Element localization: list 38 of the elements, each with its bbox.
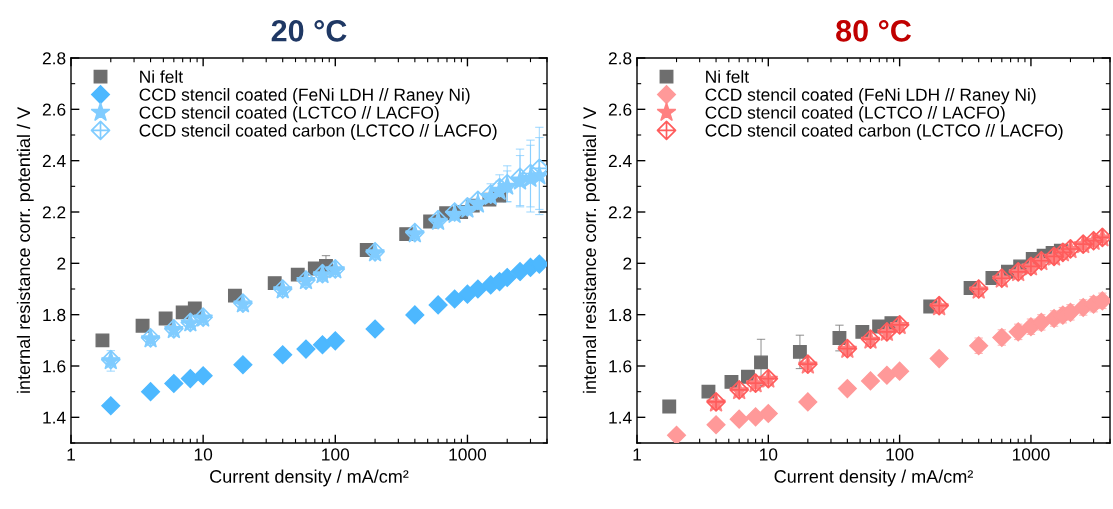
x-tick-label: 100 [322,448,350,461]
x-axis-title: Current density / mA/cm² [210,469,409,487]
y-tick-label: 2.4 [42,154,66,167]
y-tick-label: 1.4 [609,411,632,424]
y-tick-label: 2 [623,257,632,270]
y-tick-label: 1.6 [43,360,66,373]
y-tick-label: 1.8 [43,308,66,322]
legend-label: CCD stencil coated (FeNi LDH // Raney Ni) [705,88,1036,105]
x-tick-label: 1 [633,448,641,461]
legend-label: CCD stencil coated carbon (LCTCO // LACFO) [139,123,497,141]
y-axis-title: internal resistance corr. potential / V [16,107,34,393]
y-tick-label: 2.6 [608,103,632,116]
legend-label: CCD stencil coated carbon (LCTCO // LACFO) [705,123,1063,141]
y-tick-label: 1.8 [609,308,632,322]
y-tick-label: 2.8 [608,52,632,65]
legend-label: CCD stencil coated (LCTCO // LACFO) [705,105,1005,123]
x-tick-label: 10 [759,448,778,461]
legend-label: CCD stencil coated (FeNi LDH // Raney Ni) [139,88,470,105]
chart-title: 80 °C [836,20,912,42]
x-axis-title: Current density / mA/cm² [774,469,973,487]
y-tick-label: 1.4 [43,411,66,424]
y-tick-label: 2.2 [608,206,632,219]
y-axis-title: internal resistance corr. potential / V [582,107,600,393]
y-tick-label: 2.4 [608,154,632,167]
chart-title: 20 °C [271,20,347,42]
legend-label: Ni felt [706,70,749,83]
y-tick-label: 2.2 [42,206,66,219]
y-tick-label: 2 [57,257,66,270]
legend-label: Ni felt [140,70,183,83]
x-tick-label: 1000 [1012,448,1050,461]
y-tick-label: 2.6 [42,103,66,116]
x-tick-label: 1 [67,448,75,461]
x-tick-label: 10 [194,448,213,461]
y-tick-label: 1.6 [609,360,632,373]
x-tick-label: 1000 [449,448,487,461]
x-tick-label: 100 [886,448,914,461]
y-tick-label: 2.8 [42,52,66,65]
legend-label: CCD stencil coated (LCTCO // LACFO) [139,105,439,123]
